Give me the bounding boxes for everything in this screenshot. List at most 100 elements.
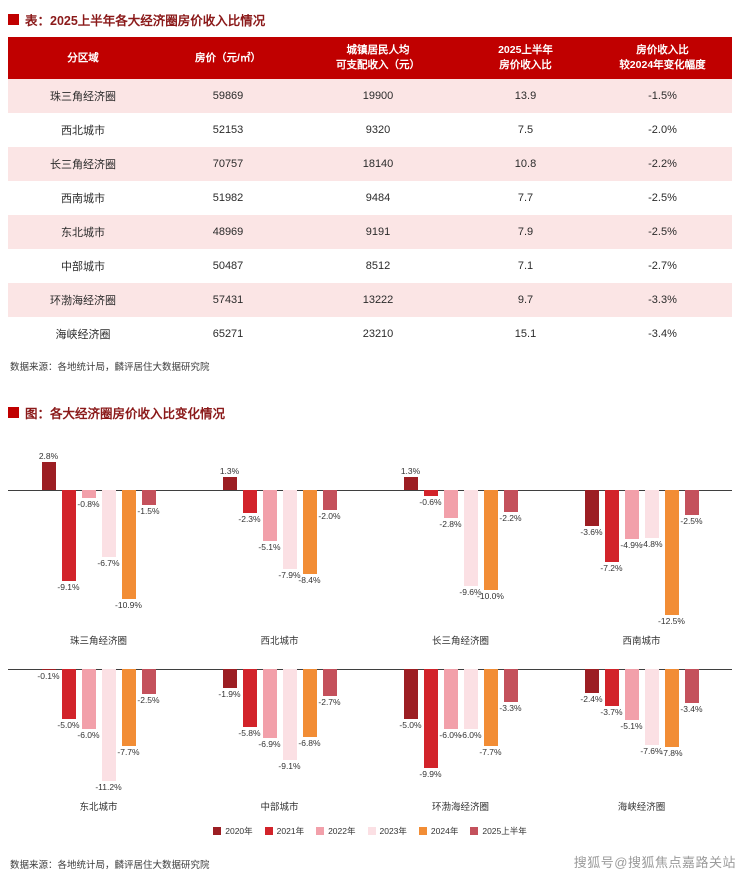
bar-value-label: 2.8% xyxy=(38,451,59,462)
legend-item: 2025上半年 xyxy=(470,825,527,837)
bar-value-label: -9.9% xyxy=(419,769,442,780)
legend-item: 2020年 xyxy=(213,825,253,837)
bar-value-label: -5.0% xyxy=(57,720,80,731)
legend-label: 2020年 xyxy=(225,826,253,837)
table-cell: 7.5 xyxy=(458,113,593,148)
bar-2021年 xyxy=(242,490,257,514)
bar-value-label: -7.2% xyxy=(600,563,623,574)
bar-value-label: 1.3% xyxy=(219,466,240,477)
table-cell: 13222 xyxy=(298,283,458,318)
legend-label: 2022年 xyxy=(328,826,356,837)
group-label: 西南城市 xyxy=(622,636,661,648)
table-header-cell: 房价收入比 较2024年变化幅度 xyxy=(593,37,732,80)
bar-value-label: -2.4% xyxy=(580,694,603,705)
table-cell: 9191 xyxy=(298,215,458,250)
legend-label: 2021年 xyxy=(276,826,305,837)
group-label: 东北城市 xyxy=(79,802,118,814)
bar-2023年 xyxy=(282,669,297,761)
bar-value-label: -0.8% xyxy=(77,499,100,510)
table-cell: 7.1 xyxy=(458,249,593,284)
legend-swatch-icon xyxy=(264,827,273,836)
bar-group: -2.4% -3.7% -5.1% -7.6% -7.8% -3.4% 海峡经济圈 xyxy=(551,655,732,815)
table-cell: 48969 xyxy=(158,215,298,250)
table-cell: 9.7 xyxy=(458,283,593,318)
table-cell: 13.9 xyxy=(458,79,593,114)
bar-chart: 2.8% -9.1% -0.8% -6.7% -10.9% -1.5% 珠三角经济圈 1.3%… xyxy=(8,448,732,815)
bar-2022年 xyxy=(443,490,458,519)
chart-row: -0.1% -5.0% -6.0% -11.2% -7.7% -2.5% 东北城市 -1.9%… xyxy=(8,655,732,815)
bar-value-label: -6.9% xyxy=(258,739,281,750)
bar-value-label: -10.0% xyxy=(477,591,504,602)
bar-2020年 xyxy=(403,477,418,491)
bar-group: 2.8% -9.1% -0.8% -6.7% -10.9% -1.5% 珠三角经济圈 xyxy=(8,448,189,649)
group-label: 中部城市 xyxy=(260,802,299,814)
table-cell: 19900 xyxy=(298,79,458,114)
bar-2025上半年 xyxy=(322,669,337,697)
table-cell: 9320 xyxy=(298,113,458,148)
bar-2020年 xyxy=(41,462,56,491)
bar-2021年 xyxy=(604,669,619,707)
bar-group: -0.1% -5.0% -6.0% -11.2% -7.7% -2.5% 东北城市 xyxy=(8,655,189,815)
bar-value-label: -7.8% xyxy=(660,748,683,759)
bar-value-label: -3.3% xyxy=(499,703,522,714)
bar-2023年 xyxy=(282,490,297,570)
bar-2021年 xyxy=(423,490,438,497)
bar-value-label: -7.7% xyxy=(117,747,140,758)
table-body: 珠三角经济圈 59869 19900 13.9 -1.5% 西北城市 52153 9320 7.… xyxy=(8,79,732,352)
table-cell: 52153 xyxy=(158,113,298,148)
legend-swatch-icon xyxy=(470,827,479,836)
table-cell: 65271 xyxy=(158,317,298,352)
bar-2024年 xyxy=(664,669,679,748)
table-row: 长三角经济圈 70757 18140 10.8 -2.2% xyxy=(8,147,732,182)
bar-group: -5.0% -9.9% -6.0% -6.0% -7.7% -3.3% 环渤海经济圈 xyxy=(370,655,551,815)
legend-swatch-icon xyxy=(367,827,376,836)
bar-2022年 xyxy=(624,669,639,721)
table-cell: -1.5% xyxy=(593,79,732,114)
watermark: 搜狐号@搜狐焦点嘉路关站 xyxy=(573,855,736,870)
bar-value-label: 1.3% xyxy=(400,466,421,477)
table-cell: -2.7% xyxy=(593,249,732,284)
chart-source: 数据来源：各地统计局，麟评居住大数据研究院 xyxy=(10,860,210,872)
bar-value-label: -9.1% xyxy=(57,582,80,593)
legend-swatch-icon xyxy=(213,827,222,836)
table-cell: 西南城市 xyxy=(8,181,158,216)
bar-2023年 xyxy=(463,490,478,587)
red-square-bullet-icon xyxy=(8,407,19,419)
bar-2025上半年 xyxy=(322,490,337,511)
legend-item: 2022年 xyxy=(316,825,356,837)
table-cell: 9484 xyxy=(298,181,458,216)
bar-2020年 xyxy=(584,669,599,694)
bar-group: -1.9% -5.8% -6.9% -9.1% -6.8% -2.7% 中部城市 xyxy=(189,655,370,815)
legend-item: 2024年 xyxy=(418,825,458,837)
bar-value-label: -3.6% xyxy=(580,527,603,538)
bar-value-label: -5.8% xyxy=(238,728,261,739)
bar-value-label: -0.1% xyxy=(37,671,60,682)
bar-value-label: -6.0% xyxy=(77,730,100,741)
bar-2024年 xyxy=(483,490,498,591)
table-cell: 海峡经济圈 xyxy=(8,317,158,352)
legend-label: 2025上半年 xyxy=(482,826,527,837)
bar-value-label: -6.7% xyxy=(97,558,120,569)
table-row: 环渤海经济圈 57431 13222 9.7 -3.3% xyxy=(8,283,732,318)
table-cell: 50487 xyxy=(158,249,298,284)
table-cell: -3.3% xyxy=(593,283,732,318)
bar-value-label: -4.9% xyxy=(620,540,643,551)
group-label: 长三角经济圈 xyxy=(431,636,489,648)
table-header-cell: 2025上半年 房价收入比 xyxy=(458,37,593,80)
table-header-cell: 房价（元/㎡） xyxy=(158,37,298,80)
chart-title: 图：各大经济圈房价收入比变化情况 xyxy=(25,407,226,422)
bar-value-label: -8.4% xyxy=(298,575,321,586)
bar-2024年 xyxy=(302,669,317,738)
bar-2025上半年 xyxy=(684,490,699,516)
bar-value-label: -7.9% xyxy=(278,570,301,581)
bar-value-label: -0.6% xyxy=(419,497,442,508)
bar-2024年 xyxy=(121,490,136,600)
bar-value-label: -5.0% xyxy=(399,720,422,731)
bar-value-label: -6.8% xyxy=(298,738,321,749)
table-cell: 18140 xyxy=(298,147,458,182)
table-title: 表：2025上半年各大经济圈房价收入比情况 xyxy=(25,14,266,28)
bar-2020年 xyxy=(403,669,418,720)
table-cell: 东北城市 xyxy=(8,215,158,250)
table-cell: 23210 xyxy=(298,317,458,352)
legend-swatch-icon xyxy=(418,827,427,836)
